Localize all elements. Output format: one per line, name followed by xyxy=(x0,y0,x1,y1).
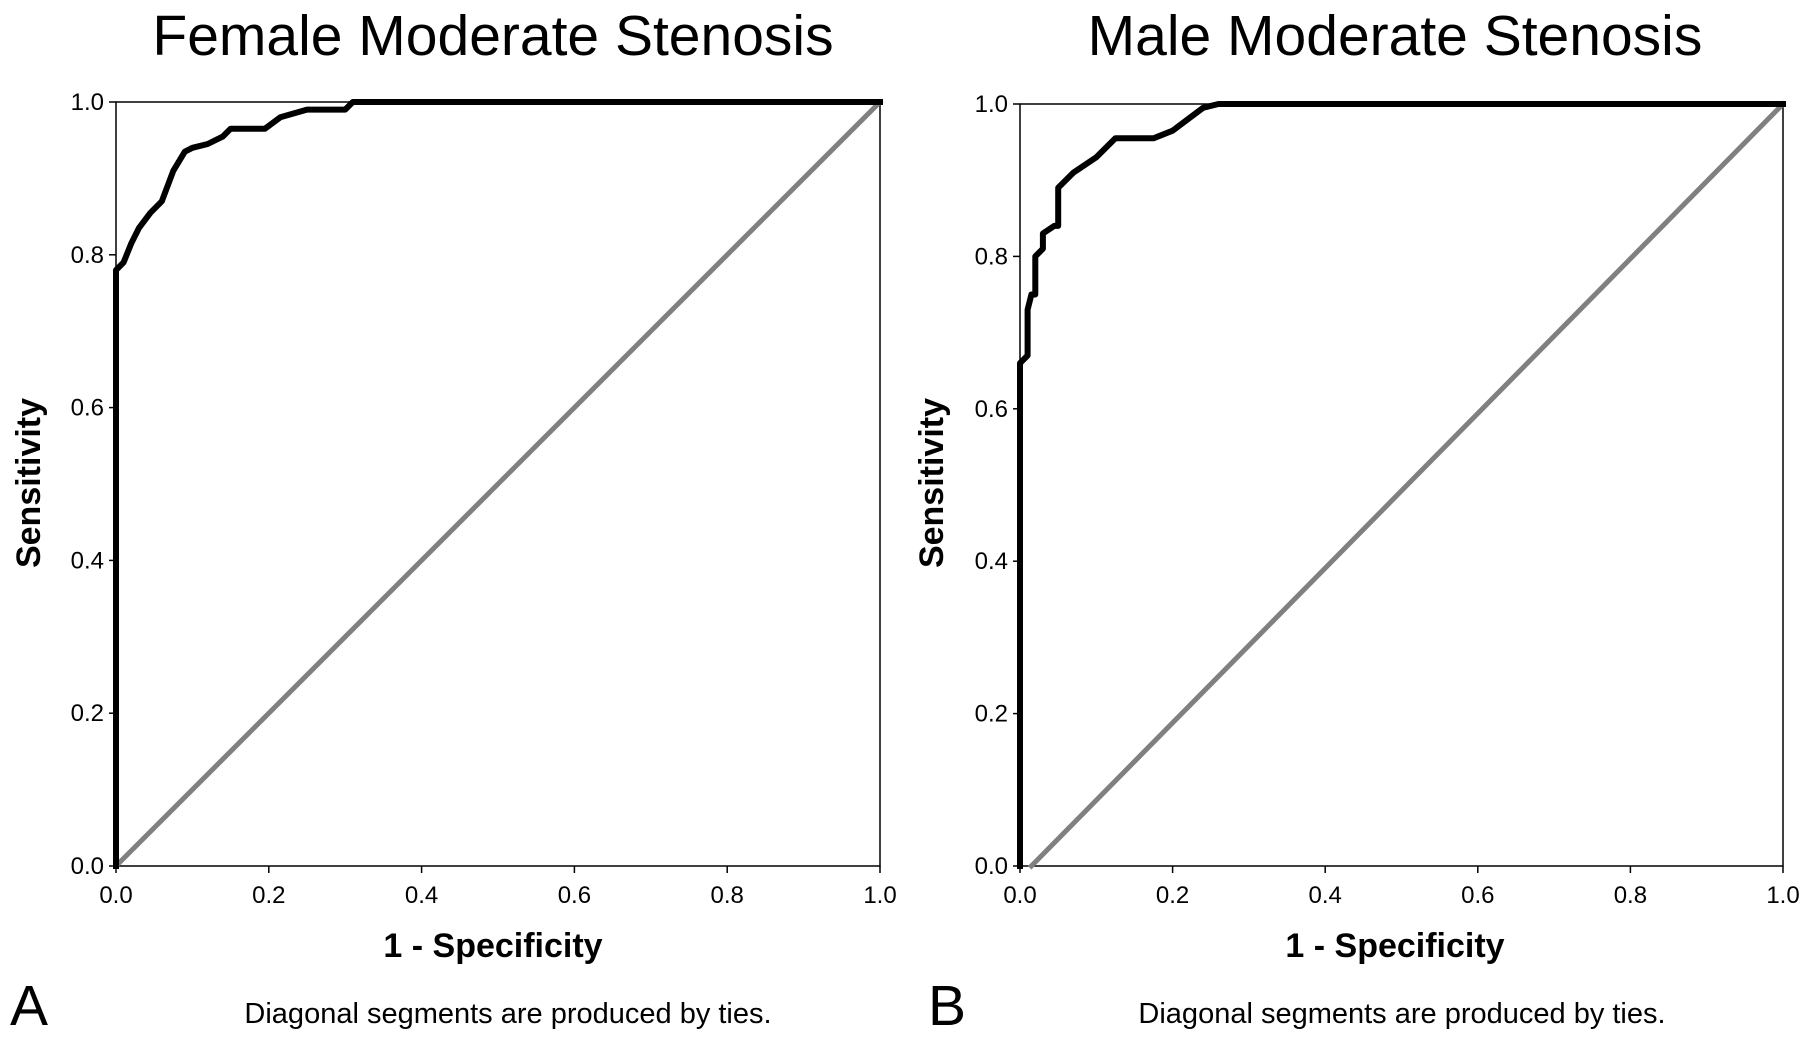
y-axis-label: Sensitivity xyxy=(10,398,48,568)
x-axis-label: 1 - Specificity xyxy=(383,927,602,965)
y-tick-label: 0.8 xyxy=(975,243,1008,270)
roc-curve xyxy=(113,99,883,869)
panel-label: A xyxy=(10,974,48,1038)
x-tick-label: 0.8 xyxy=(711,882,744,909)
reference-diagonal xyxy=(112,98,884,870)
x-tick-label: 0.2 xyxy=(252,882,285,909)
footnote: Diagonal segments are produced by ties. xyxy=(1138,998,1665,1030)
panel-male-moderate-stenosis: Male Moderate Stenosis 1 - Specificity S… xyxy=(913,4,1800,1038)
y-tick-label: 1.0 xyxy=(71,89,104,116)
y-axis-label: Sensitivity xyxy=(913,398,951,568)
y-tick-label: 0.8 xyxy=(71,242,104,269)
x-axis-label: 1 - Specificity xyxy=(1285,927,1504,965)
plot-area: 0.0 0.2 0.4 0.6 0.8 1.0 0.0 0.2 0.4 0.6 0.8 1.0 xyxy=(71,89,897,909)
y-tick-label: 0.2 xyxy=(71,700,104,727)
x-tick-label: 0.0 xyxy=(99,882,132,909)
reference-diagonal xyxy=(1027,100,1787,870)
x-tick-label: 0.6 xyxy=(1461,882,1494,909)
y-tick-label: 0.4 xyxy=(71,547,104,574)
y-tick-label: 0.4 xyxy=(975,548,1008,575)
x-tick-label: 0.8 xyxy=(1614,882,1647,909)
x-tick-label: 0.0 xyxy=(1003,882,1036,909)
chart-title: Male Moderate Stenosis xyxy=(1088,4,1703,68)
chart-title: Female Moderate Stenosis xyxy=(152,4,833,68)
x-tick-label: 0.4 xyxy=(1309,882,1342,909)
panel-female-moderate-stenosis: Female Moderate Stenosis 1 - Specificity… xyxy=(10,4,897,1038)
x-tick-label: 0.2 xyxy=(1156,882,1189,909)
y-tick-label: 0.6 xyxy=(71,395,104,422)
y-tick-label: 1.0 xyxy=(975,91,1008,118)
roc-curve xyxy=(1017,101,1786,869)
panel-label: B xyxy=(928,974,966,1038)
x-tick-label: 1.0 xyxy=(863,882,896,909)
y-tick-label: 0.0 xyxy=(71,853,104,880)
x-tick-label: 1.0 xyxy=(1766,882,1799,909)
y-tick-label: 0.6 xyxy=(975,396,1008,423)
y-tick-label: 0.2 xyxy=(975,701,1008,728)
x-tick-label: 0.6 xyxy=(558,882,591,909)
y-tick-label: 0.0 xyxy=(975,853,1008,880)
x-tick-label: 0.4 xyxy=(405,882,438,909)
plot-area: 0.0 0.2 0.4 0.6 0.8 1.0 0.0 0.2 0.4 0.6 0.8 1.0 xyxy=(975,91,1800,909)
footnote: Diagonal segments are produced by ties. xyxy=(244,998,771,1030)
